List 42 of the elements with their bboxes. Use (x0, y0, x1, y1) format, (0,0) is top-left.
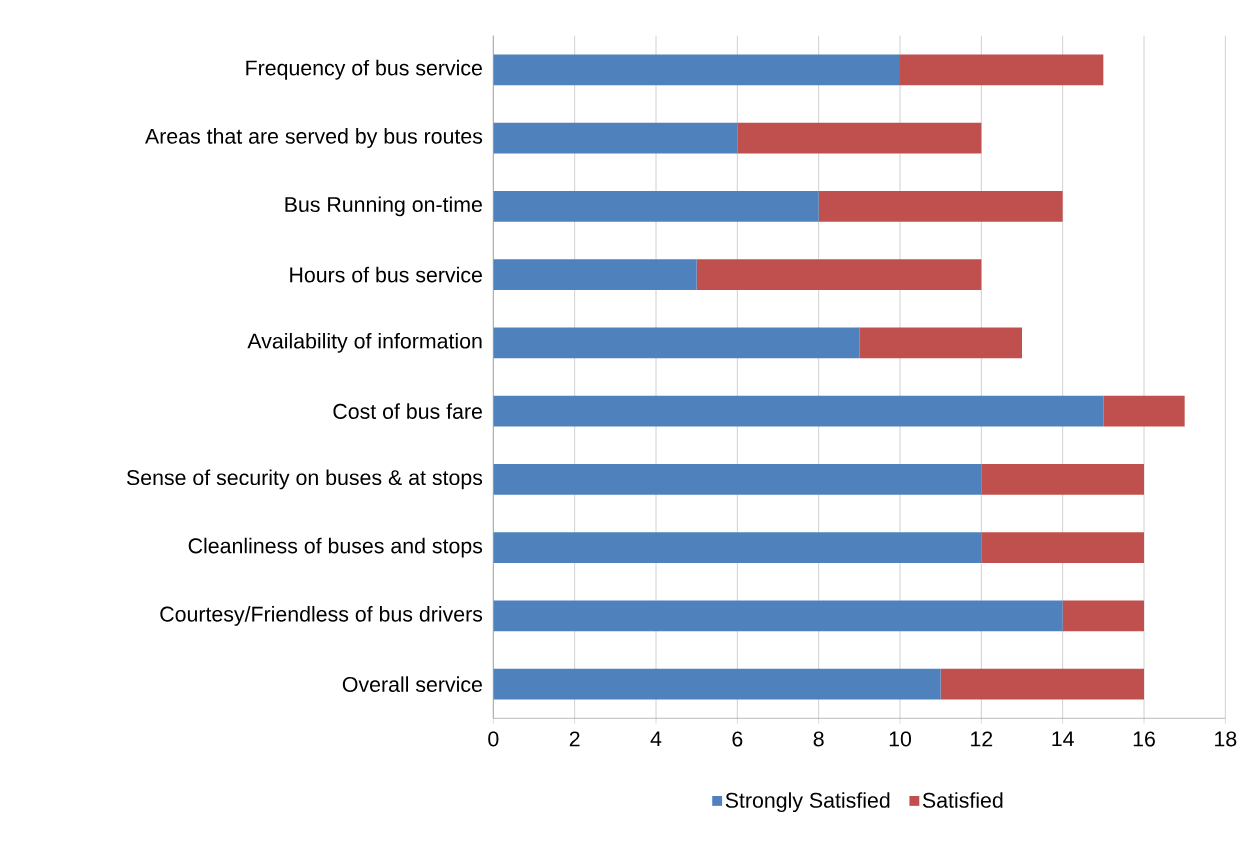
bar (859, 327, 1022, 359)
x-tick-label: 4 (650, 731, 662, 747)
y-tick-label: Frequency of bus service (246, 59, 482, 80)
bar (493, 54, 900, 86)
x-tick-label: 10 (889, 731, 912, 747)
legend-label: Satisfied (922, 792, 1003, 808)
bar (940, 668, 1144, 700)
x-tick-label: 18 (1215, 731, 1237, 747)
bar (900, 54, 1104, 86)
bar (981, 464, 1144, 495)
y-tick-label: Sense of security on buses & at stops (126, 469, 483, 490)
x-tick-label: 6 (732, 731, 743, 747)
y-tick-label: Areas that are served by bus routes (145, 128, 483, 149)
bar (1103, 395, 1185, 427)
bar (493, 600, 1063, 632)
bar (493, 259, 697, 290)
x-tick-label: 16 (1133, 731, 1155, 747)
y-tick-label: Bus Running on-time (285, 196, 482, 217)
bar (493, 464, 982, 495)
bar (493, 122, 738, 154)
y-tick-label: Cleanliness of buses and stops (188, 537, 483, 558)
bar (818, 190, 1063, 222)
y-tick-label: Availability of information (247, 332, 482, 353)
legend-label: Strongly Satisfied (725, 792, 890, 813)
bar (493, 327, 860, 359)
bar (1062, 600, 1144, 632)
bar (981, 532, 1144, 563)
y-tick-label: Hours of bus service (290, 266, 482, 283)
x-tick-label: 8 (813, 731, 824, 747)
bar (493, 190, 819, 222)
bar (493, 532, 982, 563)
y-tick-label: Courtesy/Friendless of bus drivers (160, 605, 483, 626)
bar (493, 668, 941, 700)
bar (696, 259, 982, 290)
x-tick-label: 12 (971, 731, 993, 747)
y-tick-label: Cost of bus fare (333, 403, 482, 419)
x-tick-label: 0 (488, 731, 499, 747)
x-tick-label: 14 (1052, 731, 1074, 747)
y-tick-label: Overall service (342, 676, 482, 693)
bar (737, 122, 982, 154)
x-tick-label: 2 (569, 731, 580, 747)
bar (493, 395, 1104, 427)
